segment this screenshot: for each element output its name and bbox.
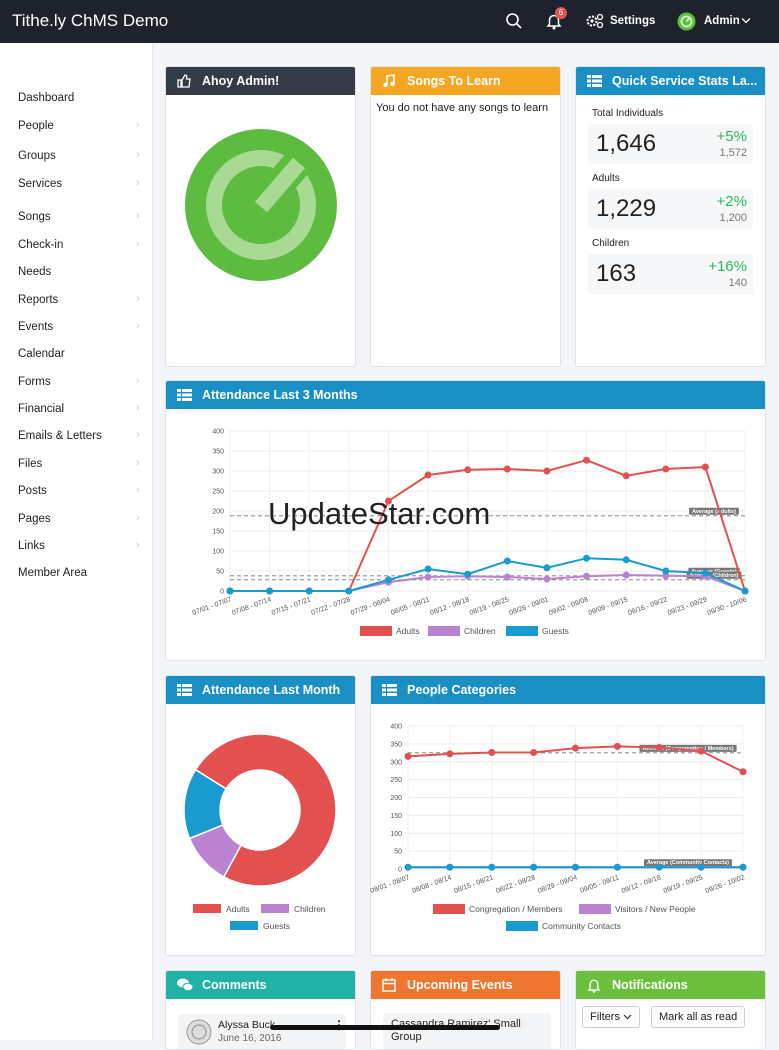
submenu-chevron: › bbox=[136, 119, 140, 131]
filters-button[interactable]: Filters bbox=[582, 1006, 641, 1028]
stat-box: 1,646 +5% 1,572 bbox=[588, 124, 753, 164]
button-label: Filters bbox=[590, 1011, 620, 1023]
card-header: Comments bbox=[166, 971, 355, 999]
sidebar: Dashboard People › Groups › Services › Songs › Ch… bbox=[0, 43, 153, 1040]
submenu-chevron: › bbox=[136, 210, 140, 222]
nav-item[interactable]: Events bbox=[18, 321, 54, 333]
comment-menu[interactable]: ⋮ bbox=[333, 1018, 345, 1032]
comments-card: Comments Alyssa Buck June 16, 2016 ⋮ bbox=[165, 970, 356, 1050]
mark-read-button[interactable]: Mark all as read bbox=[651, 1006, 746, 1028]
card-title: Songs To Learn bbox=[407, 74, 501, 88]
nav-item[interactable]: Calendar bbox=[18, 348, 65, 360]
settings-link[interactable]: Settings bbox=[610, 15, 656, 27]
nav-item[interactable]: Financial bbox=[18, 403, 65, 415]
submenu-chevron: › bbox=[136, 457, 140, 469]
songs-card: Songs To Learn You do not have any songs… bbox=[370, 66, 561, 367]
submenu-chevron: › bbox=[136, 512, 140, 524]
card-title: Notifications bbox=[612, 978, 688, 992]
submenu-chevron: › bbox=[136, 149, 140, 161]
nav-item[interactable]: Posts bbox=[18, 485, 47, 497]
nav-item[interactable]: Member Area bbox=[18, 567, 88, 579]
nav-item[interactable]: Needs bbox=[18, 266, 52, 278]
nav-item[interactable]: Reports bbox=[18, 294, 59, 306]
card-title: Upcoming Events bbox=[407, 978, 513, 992]
user-avatar[interactable] bbox=[677, 12, 696, 31]
search-icon[interactable] bbox=[505, 12, 523, 30]
card-header: Notifications bbox=[576, 971, 765, 999]
stat-label: Total Individuals bbox=[592, 108, 664, 119]
stat-previous: 1,200 bbox=[719, 212, 747, 224]
submenu-chevron: › bbox=[136, 539, 140, 551]
stat-change: +16% bbox=[708, 258, 747, 275]
card-title: Comments bbox=[202, 978, 267, 992]
submenu-chevron: › bbox=[136, 429, 140, 441]
stat-box: 1,229 +2% 1,200 bbox=[588, 189, 753, 229]
empty-message: You do not have any songs to learn bbox=[376, 102, 549, 114]
nav-item[interactable]: Links bbox=[18, 540, 45, 552]
card-header: Quick Service Stats La... bbox=[576, 67, 765, 95]
notification-badge: 6 bbox=[555, 7, 567, 19]
stats-card: Quick Service Stats La... Total Individu… bbox=[575, 66, 766, 367]
submenu-chevron: › bbox=[136, 177, 140, 189]
settings-icon[interactable] bbox=[585, 12, 604, 30]
card-header: Attendance Last Month bbox=[166, 676, 355, 704]
event-item[interactable]: Cassandra Ramirez' Small Group bbox=[383, 1013, 551, 1049]
stat-box: 163 +16% 140 bbox=[588, 254, 753, 294]
people-card: People Categories bbox=[370, 675, 766, 956]
stat-label: Children bbox=[592, 238, 630, 249]
user-menu-chevron[interactable] bbox=[741, 17, 751, 25]
tithely-logo bbox=[185, 129, 337, 281]
stat-value: 1,646 bbox=[596, 130, 657, 157]
card-header: Songs To Learn bbox=[371, 67, 560, 95]
nav-item[interactable]: Check-in bbox=[18, 239, 64, 251]
donut-card: Attendance Last Month bbox=[165, 675, 356, 956]
nav-item[interactable]: People bbox=[18, 120, 54, 132]
card-title: People Categories bbox=[407, 683, 517, 697]
nav-item[interactable]: Forms bbox=[18, 376, 51, 388]
comment-avatar bbox=[186, 1019, 212, 1045]
stat-value: 163 bbox=[596, 260, 637, 287]
comment-date: June 16, 2016 bbox=[218, 1033, 282, 1044]
card-title: Quick Service Stats La... bbox=[612, 74, 758, 88]
top-bar: Tithe.ly ChMS Demo 6 Settings Admin bbox=[0, 0, 779, 43]
stat-value: 1,229 bbox=[596, 195, 657, 222]
stat-previous: 140 bbox=[728, 277, 747, 289]
nav-item[interactable]: Services bbox=[18, 178, 63, 190]
submenu-chevron: › bbox=[136, 238, 140, 250]
submenu-chevron: › bbox=[136, 484, 140, 496]
welcome-card: Ahoy Admin! bbox=[165, 66, 356, 367]
card-header: Ahoy Admin! bbox=[166, 67, 355, 95]
card-title: Attendance Last Month bbox=[202, 683, 341, 697]
submenu-chevron: › bbox=[136, 375, 140, 387]
nav-item[interactable]: Songs bbox=[18, 211, 51, 223]
stat-change: +5% bbox=[716, 128, 747, 145]
nav-item[interactable]: Emails & Letters bbox=[18, 430, 102, 442]
notifications-card: Notifications Filters Mark all as read bbox=[575, 970, 766, 1050]
attendance-card: Attendance Last 3 Months bbox=[165, 380, 766, 661]
event-name: Cassandra Ramirez' Small Group bbox=[391, 1018, 521, 1043]
submenu-chevron: › bbox=[136, 402, 140, 414]
submenu-chevron: › bbox=[136, 293, 140, 305]
comment-item[interactable]: Alyssa Buck June 16, 2016 ⋮ bbox=[178, 1014, 346, 1049]
submenu-chevron: › bbox=[136, 320, 140, 332]
events-card: Upcoming Events Cassandra Ramirez' Small… bbox=[370, 970, 561, 1050]
stat-change: +2% bbox=[716, 193, 747, 210]
card-header: Attendance Last 3 Months bbox=[166, 381, 765, 409]
card-header: People Categories bbox=[371, 676, 765, 704]
card-header: Upcoming Events bbox=[371, 971, 560, 999]
app-title[interactable]: Tithe.ly ChMS Demo bbox=[12, 11, 169, 30]
stat-label: Adults bbox=[592, 173, 620, 184]
nav-item[interactable]: Groups bbox=[18, 150, 56, 162]
nav-item[interactable]: Pages bbox=[18, 513, 51, 525]
nav-item[interactable]: Files bbox=[18, 458, 43, 470]
nav-item[interactable]: Dashboard bbox=[18, 92, 75, 104]
card-title: Attendance Last 3 Months bbox=[202, 388, 358, 402]
comment-author: Alyssa Buck bbox=[218, 1019, 276, 1031]
bell-icon[interactable] bbox=[545, 12, 563, 30]
stat-previous: 1,572 bbox=[719, 147, 747, 159]
user-name[interactable]: Admin bbox=[704, 15, 740, 27]
card-title: Ahoy Admin! bbox=[202, 74, 280, 88]
